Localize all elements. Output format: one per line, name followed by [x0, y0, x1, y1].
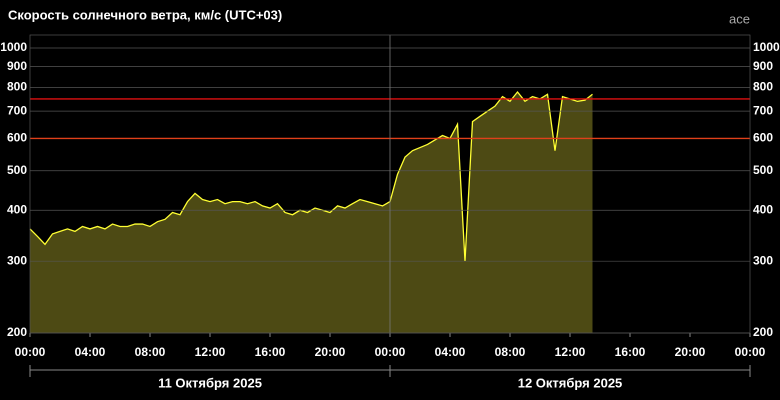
y-tick-label-right: 500 [753, 163, 773, 177]
y-tick-label: 700 [7, 103, 27, 117]
y-tick-label-right: 600 [753, 131, 773, 145]
y-tick-label: 600 [7, 131, 27, 145]
area [30, 91, 593, 333]
y-tick-label-right: 400 [753, 202, 773, 216]
x-tick-label: 04:00 [75, 345, 106, 359]
y-tick-label: 200 [7, 325, 27, 339]
x-tick-label: 12:00 [195, 345, 226, 359]
y-tick-label-right: 900 [753, 59, 773, 73]
y-tick-label: 1000 [0, 40, 27, 54]
y-tick-label: 400 [7, 202, 27, 216]
group-label: 11 Октября 2025 [158, 375, 262, 390]
x-tick-label: 16:00 [255, 345, 286, 359]
x-tick-label: 08:00 [495, 345, 526, 359]
x-tick-label: 20:00 [675, 345, 706, 359]
y-tick-label: 900 [7, 59, 27, 73]
plot-frame [29, 34, 751, 334]
x-tick-label: 04:00 [435, 345, 466, 359]
y-tick-label-right: 700 [753, 103, 773, 117]
chart-title: Скорость солнечного ветра, км/с (UTC+03) [8, 7, 282, 22]
y-tick-label: 800 [7, 80, 27, 94]
source-label: ace [729, 11, 750, 26]
y-tick-label: 300 [7, 253, 27, 267]
y-tick-label-right: 200 [753, 325, 773, 339]
x-tick-label: 12:00 [555, 345, 586, 359]
x-tick-label: 00:00 [15, 345, 46, 359]
y-tick-label-right: 800 [753, 80, 773, 94]
group-label: 12 Октября 2025 [518, 375, 623, 390]
y-tick-label: 500 [7, 163, 27, 177]
x-tick-label: 16:00 [615, 345, 646, 359]
y-tick-label-right: 300 [753, 253, 773, 267]
x-tick-label: 00:00 [735, 345, 766, 359]
x-tick-label: 00:00 [375, 345, 406, 359]
x-tick-label: 08:00 [135, 345, 166, 359]
y-tick-label-right: 1000 [753, 40, 780, 54]
x-tick-label: 20:00 [315, 345, 346, 359]
